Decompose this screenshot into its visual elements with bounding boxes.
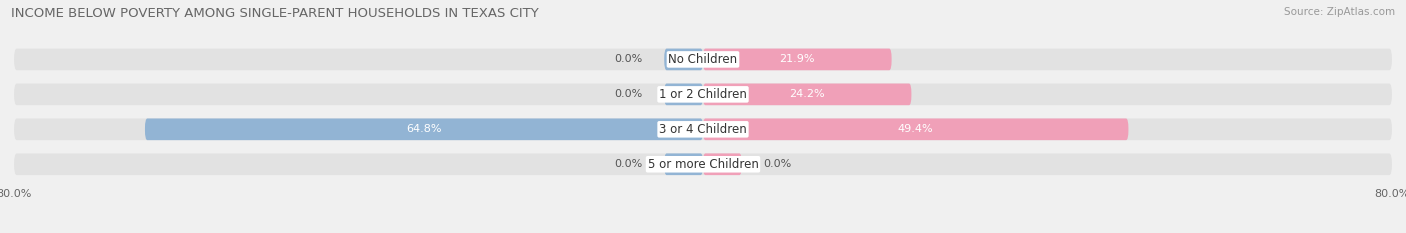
Text: 0.0%: 0.0% [614, 55, 643, 64]
Text: 5 or more Children: 5 or more Children [648, 158, 758, 171]
Text: INCOME BELOW POVERTY AMONG SINGLE-PARENT HOUSEHOLDS IN TEXAS CITY: INCOME BELOW POVERTY AMONG SINGLE-PARENT… [11, 7, 538, 20]
Text: Source: ZipAtlas.com: Source: ZipAtlas.com [1284, 7, 1395, 17]
FancyBboxPatch shape [145, 118, 703, 140]
Text: No Children: No Children [668, 53, 738, 66]
FancyBboxPatch shape [664, 153, 703, 175]
Text: 49.4%: 49.4% [898, 124, 934, 134]
FancyBboxPatch shape [14, 118, 1392, 140]
FancyBboxPatch shape [14, 49, 1392, 70]
Text: 0.0%: 0.0% [763, 159, 792, 169]
Text: 24.2%: 24.2% [789, 89, 825, 99]
FancyBboxPatch shape [14, 83, 1392, 105]
Text: 0.0%: 0.0% [614, 159, 643, 169]
Text: 3 or 4 Children: 3 or 4 Children [659, 123, 747, 136]
FancyBboxPatch shape [14, 153, 1392, 175]
Text: 21.9%: 21.9% [779, 55, 815, 64]
FancyBboxPatch shape [703, 118, 1129, 140]
FancyBboxPatch shape [703, 49, 891, 70]
FancyBboxPatch shape [664, 49, 703, 70]
Text: 1 or 2 Children: 1 or 2 Children [659, 88, 747, 101]
FancyBboxPatch shape [664, 83, 703, 105]
Text: 0.0%: 0.0% [614, 89, 643, 99]
FancyBboxPatch shape [703, 153, 742, 175]
Text: 64.8%: 64.8% [406, 124, 441, 134]
FancyBboxPatch shape [703, 83, 911, 105]
